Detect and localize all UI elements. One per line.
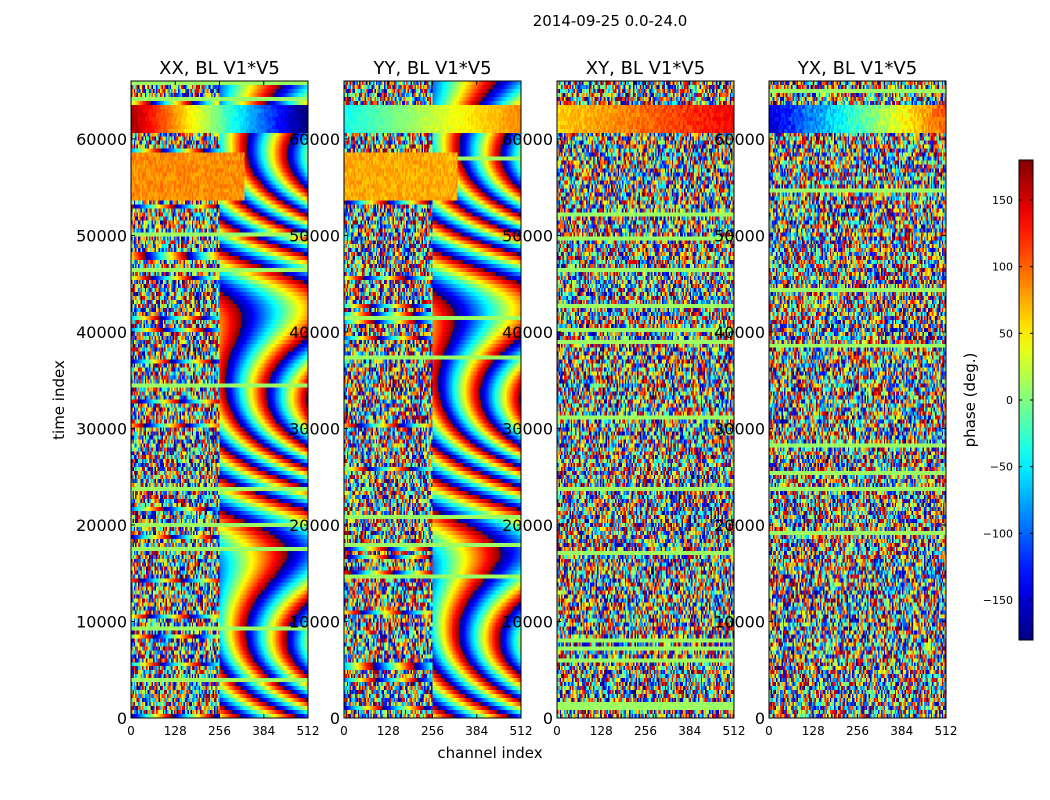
y-tick-label: 0 — [755, 709, 765, 728]
x-tick-label: 512 — [297, 724, 320, 738]
y-tick-label: 60000 — [714, 130, 765, 149]
y-tick-label: 20000 — [76, 516, 127, 535]
heatmap-image-xx — [131, 81, 308, 718]
y-tick-label: 50000 — [502, 226, 553, 245]
panel-title: XX, BL V1*V5 — [159, 58, 280, 79]
x-tick-label: 384 — [678, 724, 701, 738]
x-tick-label: 128 — [377, 724, 400, 738]
x-tick-label: 256 — [208, 724, 231, 738]
x-tick-label: 384 — [252, 724, 275, 738]
y-tick-label: 40000 — [289, 323, 340, 342]
panel-title: XY, BL V1*V5 — [586, 58, 705, 79]
y-tick-label: 40000 — [714, 323, 765, 342]
y-tick-label: 0 — [543, 709, 553, 728]
y-tick-label: 20000 — [714, 516, 765, 535]
x-tick-label: 128 — [590, 724, 613, 738]
y-tick-label: 0 — [330, 709, 340, 728]
x-tick-label: 128 — [164, 724, 187, 738]
heatmap-image-xy — [557, 81, 734, 718]
y-tick-label: 10000 — [289, 612, 340, 631]
x-tick-label: 256 — [634, 724, 657, 738]
x-tick-label: 256 — [421, 724, 444, 738]
y-tick-label: 10000 — [502, 612, 553, 631]
y-tick-label: 20000 — [289, 516, 340, 535]
panel-xy: XY, BL V1*V5 0 128 256 384 512 0 10000 20000 3000… — [502, 58, 745, 738]
x-tick-label: 0 — [127, 724, 135, 738]
figure-title: 2014-09-25 0.0-24.0 — [532, 12, 688, 30]
y-tick-label: 40000 — [502, 323, 553, 342]
y-tick-label: 10000 — [76, 612, 127, 631]
y-tick-label: 60000 — [502, 130, 553, 149]
heatmap-image-yy — [344, 81, 521, 718]
colorbar-tick-label: −50 — [990, 461, 1013, 474]
colorbar-tick-label: 100 — [992, 261, 1013, 274]
y-tick-label: 50000 — [289, 226, 340, 245]
y-tick-label: 60000 — [76, 130, 127, 149]
x-tick-label: 0 — [553, 724, 561, 738]
colorbar-tick-label: −100 — [983, 527, 1013, 540]
y-tick-label: 50000 — [714, 226, 765, 245]
colorbar-tick-label: 150 — [992, 194, 1013, 207]
panel-yx: YX, BL V1*V5 0 128 256 384 512 0 10000 20000 3000… — [714, 58, 957, 738]
y-tick-label: 30000 — [502, 419, 553, 438]
y-tick-label: 30000 — [714, 419, 765, 438]
y-axis-label: time index — [50, 360, 68, 440]
y-tick-label: 40000 — [76, 323, 127, 342]
x-tick-label: 0 — [340, 724, 348, 738]
x-tick-label: 0 — [765, 724, 773, 738]
x-axis-label: channel index — [437, 744, 542, 762]
colorbar-tick-label: 50 — [999, 327, 1013, 340]
colorbar-label: phase (deg.) — [961, 353, 979, 448]
panel-title: YY, BL V1*V5 — [372, 58, 491, 79]
x-tick-label: 256 — [846, 724, 869, 738]
x-tick-label: 512 — [935, 724, 958, 738]
y-tick-label: 20000 — [502, 516, 553, 535]
panel-title: YX, BL V1*V5 — [797, 58, 917, 79]
y-tick-label: 50000 — [76, 226, 127, 245]
panel-yy: YY, BL V1*V5 0 128 256 384 512 0 10000 20000 3000… — [289, 58, 532, 738]
x-tick-label: 384 — [465, 724, 488, 738]
y-tick-label: 30000 — [76, 419, 127, 438]
heatmap-image-yx — [769, 81, 946, 718]
y-tick-label: 0 — [117, 709, 127, 728]
panel-xx: XX, BL V1*V5 0 128 256 384 512 0 10000 20000 3000… — [76, 58, 319, 738]
y-tick-label: 30000 — [289, 419, 340, 438]
y-tick-label: 60000 — [289, 130, 340, 149]
colorbar-tick-label: 0 — [1006, 394, 1013, 407]
x-tick-label: 128 — [802, 724, 825, 738]
y-tick-label: 10000 — [714, 612, 765, 631]
x-tick-label: 512 — [723, 724, 746, 738]
x-tick-label: 384 — [890, 724, 913, 738]
colorbar-tick-label: −150 — [983, 594, 1013, 607]
x-tick-label: 512 — [510, 724, 533, 738]
